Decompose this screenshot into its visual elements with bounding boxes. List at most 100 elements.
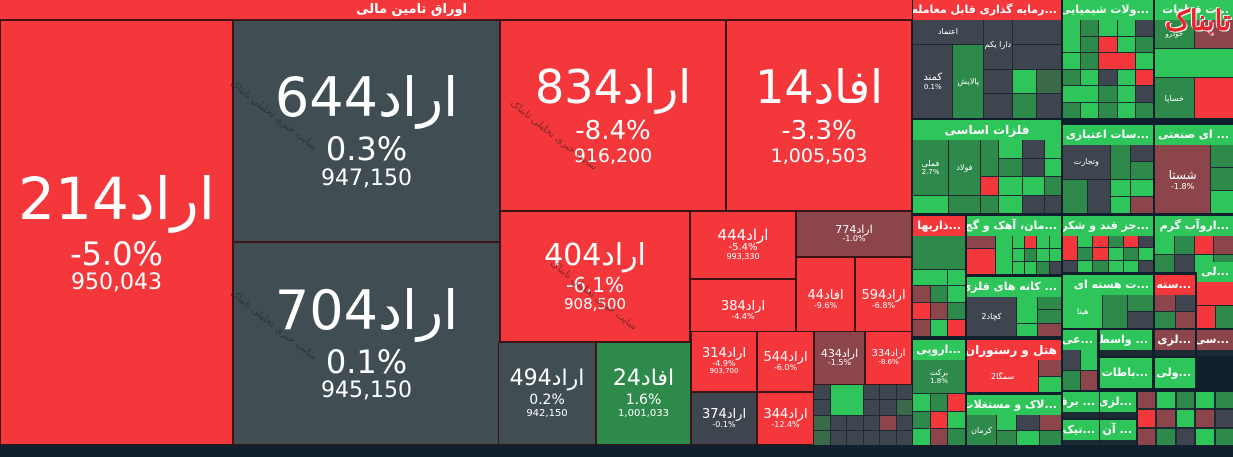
sector-misc-green[interactable]: ...لی [1197,262,1233,328]
stock-cell[interactable]: کمند 0.1% [913,44,953,118]
treemap-tile[interactable]: افاد44 -9.6% [796,257,855,342]
sector-header-bonds[interactable]: اوراق تامین مالی [0,0,912,20]
sector-metal-2[interactable]: ...لزی [1100,392,1136,418]
tile-price: 908,500 [563,294,627,313]
sector-cement[interactable]: ...مان، آهک و گچ [967,216,1061,274]
tabnak-logo: تابناک [1164,4,1231,37]
sector-hotel[interactable]: هتل و رستوران سمگا2 [967,340,1061,392]
sector-title: ...ولی [1155,358,1195,388]
treemap-tile[interactable]: افاد14 -3.3% 1,005,503 [726,20,912,211]
treemap-tile[interactable]: اراد494 0.2% 942,150 [498,342,596,445]
sector-misc-2[interactable]: ...سی [1197,330,1233,356]
tile-symbol: اراد774 [835,223,873,237]
tile-change: -8.6% [878,358,899,367]
sector-title: ... آن [1100,420,1136,440]
treemap-tile[interactable]: اراد594 -6.8% [855,257,912,342]
stock-cell[interactable]: هینا [1063,295,1103,328]
stock-cell[interactable]: پالایش [953,44,984,118]
sector-metal-ores[interactable]: ... کانه های فلزی کچاد2 [967,277,1061,336]
sector-title: ...جز قند و شکر [1063,216,1153,236]
stock-cell[interactable]: فولاد [948,140,980,195]
sector-telecom[interactable]: ...باطات [1100,358,1152,388]
sector-real-estate[interactable]: ...لاک و مستغلات کرمان [967,395,1061,445]
sector-misc-1[interactable]: ...عی [1063,330,1097,390]
stock-symbol: سمگا2 [990,371,1015,381]
sector-title: ... واسط [1100,330,1152,350]
sector-food[interactable]: ...جز قند و شکر [1063,216,1153,272]
stock-cell[interactable]: برکت 1.8% [913,360,965,394]
sector-misc-3[interactable]: ...ولی [1155,358,1195,388]
treemap-tile[interactable]: اراد434 -1.5% [814,331,865,385]
sector-nuclear[interactable]: ...ت هسته ای هینا [1063,275,1153,328]
tile-change: -3.3% [781,116,857,147]
stock-change: 0.1% [923,82,942,91]
treemap-tile[interactable]: اراد644 0.3% 947,150 [233,20,500,242]
tile-price: 950,043 [71,270,162,296]
treemap-tile[interactable]: اراد444 -5.4% 993,330 [690,211,796,279]
sector-investment[interactable]: ...رمایه گذاری قابل معامله اعتماد دارا ی… [913,0,1061,118]
stock-cell[interactable]: خساپا [1155,78,1194,118]
treemap-tile[interactable]: اراد344 -12.4% [757,392,814,445]
sector-title: ...تیک [1063,420,1099,440]
tile-symbol: اراد384 [720,298,766,314]
sector-title: ...مان، آهک و گچ [967,216,1061,236]
sector-auto[interactable]: ...ت قطعات خودرو خساپا [1155,0,1233,118]
sector-electrical[interactable]: ... برقی [1063,392,1099,418]
stock-symbol: کمند [923,71,943,83]
stock-symbol: هینا [1076,307,1089,316]
tile-change: -1.0% [842,234,866,244]
stock-change: -1.8% [1171,181,1195,191]
stock-symbol: پالایش [957,76,980,86]
treemap-tile[interactable]: اراد404 -6.1% 908,500 [500,211,690,342]
sector-plastic[interactable]: ...تیک [1063,420,1099,445]
stock-cell[interactable]: اعتماد [913,20,984,44]
sector-investments[interactable]: ...ذاریها [913,216,965,336]
stock-symbol: وتجارت [1073,157,1099,167]
treemap-tile[interactable]: اراد834 -8.4% 916,200 [500,20,726,211]
stock-cell[interactable]: شستا -1.8% [1155,145,1211,213]
bottom-strip [0,445,1233,457]
stock-cell[interactable]: کرمان [967,415,997,445]
stock-cell[interactable]: خودرو [1155,20,1194,49]
tile-symbol: اراد374 [701,406,747,422]
tile-symbol: اراد494 [509,366,585,392]
sector-title: ...لزی [1155,330,1195,350]
treemap-tile[interactable]: اراد544 -6.0% [757,331,814,392]
stock-symbol: اعتماد [937,27,959,37]
stock-cell[interactable]: سمگا2 [967,360,1039,392]
tile-symbol: افاد24 [612,366,675,392]
sector-title: ...لاک و مستغلات [967,395,1061,415]
sector-title: ...ت قطعات [1155,0,1233,20]
treemap-tile[interactable]: اراد314 -4.9% 903,700 [691,331,757,392]
treemap-tile[interactable]: اراد374 -0.1% [691,392,757,445]
treemap-tile[interactable]: اراد214 -5.0% 950,043 [0,20,233,445]
sector-misc-red[interactable]: ...سته [1155,275,1195,328]
stock-cell[interactable]: وتجارت [1063,145,1110,179]
sector-title: ...سته [1155,275,1195,295]
tile-symbol: اراد214 [18,164,215,233]
treemap-tile[interactable]: افاد24 1.6% 1,001,033 [596,342,691,445]
sector-title: ...اروپی [913,340,965,360]
sector-pharma[interactable]: ...اروپی برکت 1.8% [913,340,965,445]
treemap-tile[interactable]: اراد334 -8.6% [865,331,912,385]
stock-cell[interactable]: دارا یکم [984,20,1012,69]
sector-credit[interactable]: ...سات اعتباری وتجارت [1063,125,1153,213]
stock-change: 2.7% [921,167,940,176]
stock-cell[interactable]: کچاد2 [967,297,1016,336]
sector-metal-products[interactable]: ...لزی [1155,330,1195,356]
treemap-tile[interactable]: اراد774 -1.0% [796,211,912,257]
treemap-tile[interactable]: اراد704 0.1% 945,150 [233,242,500,445]
sector-intermediates[interactable]: ... واسط [1100,330,1152,356]
sector-title: ...ت هسته ای [1063,275,1153,295]
stock-symbol: برکت [929,368,949,378]
sector-chemical[interactable]: ...ولات شیمیایی [1063,0,1153,118]
sector-misc-4[interactable]: ... آن [1100,420,1136,445]
stock-symbol: کچاد2 [981,311,1002,321]
sector-industrial[interactable]: ... ای صنعتی شستا -1.8% [1155,125,1233,213]
tile-change: -5.0% [70,234,163,273]
stock-cell[interactable]: فملی 2.7% [913,140,948,195]
sector-title: فلزات اساسی [913,120,1061,140]
sector-basic-metals[interactable]: فلزات اساسی فملی 2.7% فولاد [913,120,1061,213]
stock-symbol: فولاد [956,162,973,172]
stock-symbol: دارا یکم [984,39,1012,49]
